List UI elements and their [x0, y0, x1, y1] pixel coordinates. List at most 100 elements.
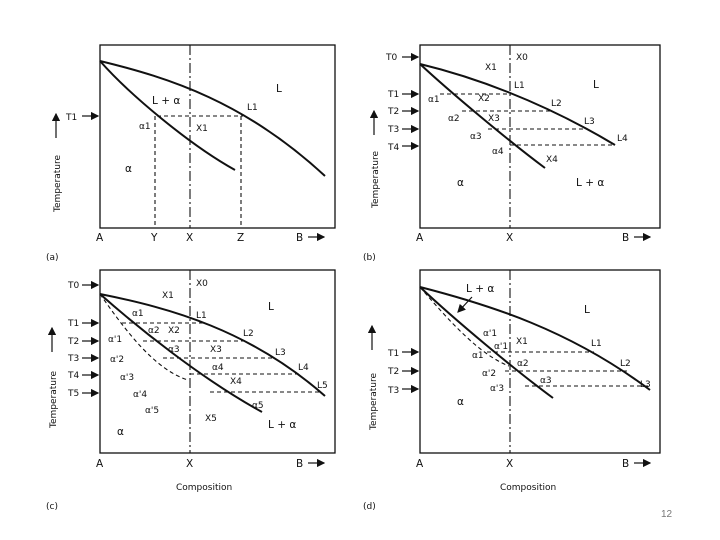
- panel-c-t5-label: T5: [67, 389, 79, 399]
- panel-a-two-phase-label: L + α: [152, 95, 180, 107]
- panel-d-alpha1p-label: α'1: [494, 342, 508, 352]
- panel-d-liquidus-curve: [419, 286, 651, 391]
- panel-c-b-label: B: [296, 458, 303, 470]
- panel-b-t3-label: T3: [387, 125, 399, 135]
- panel-d-temperature-axis-label: Temperature: [369, 373, 379, 431]
- panel-c-x5-label: X5: [205, 414, 217, 424]
- panel-d-alpha1p-top-label: α'1: [483, 329, 497, 339]
- panel-d-frame: [419, 269, 661, 454]
- panel-b-t1-label: T1: [387, 90, 399, 100]
- panel-b: L L + α α X0 X1 X2 X3 X4 α1 α2 α3 α4 L1 …: [363, 44, 661, 263]
- panel-b-alpha4-label: α4: [492, 147, 504, 157]
- panel-d: L + α L α X1 α1 α2 α3 α'1 α'1 α'2 α'3 L1…: [363, 269, 661, 512]
- panel-d-t3-label: T3: [387, 386, 399, 396]
- panel-c-composition-axis-label: Composition: [176, 483, 232, 493]
- panel-c-two-phase-label: L + α: [268, 419, 296, 431]
- panel-b-x0-label: X0: [516, 53, 528, 63]
- panel-a-alpha1-label: α1: [139, 122, 151, 132]
- panel-c-alpha4p-label: α'4: [133, 390, 147, 400]
- panel-d-tag: (d): [363, 502, 376, 512]
- panel-a-solid-label: α: [125, 163, 132, 175]
- panel-a-frame: [99, 44, 336, 229]
- panel-c-alpha5-label: α5: [252, 401, 264, 411]
- panel-b-l4-label: L4: [617, 134, 628, 144]
- panel-b-two-phase-label: L + α: [576, 177, 604, 189]
- panel-c-nonequilibrium-solidus: [99, 293, 189, 381]
- panel-d-liquid-label: L: [584, 304, 590, 316]
- panel-d-alpha2p-label: α'2: [482, 369, 496, 379]
- panel-c-x0-label: X0: [196, 279, 208, 289]
- panel-b-liquid-label: L: [593, 79, 599, 91]
- panel-b-tag: (b): [363, 253, 376, 263]
- panel-c-t2-label: T2: [67, 337, 79, 347]
- panel-b-l3-label: L3: [584, 117, 595, 127]
- panel-a-liquid-label: L: [276, 83, 282, 95]
- panel-c-solid-label: α: [117, 426, 124, 438]
- panel-d-b-label: B: [622, 458, 629, 470]
- panel-c-tag: (c): [46, 502, 58, 512]
- panel-b-alpha1-label: α1: [428, 95, 440, 105]
- panel-c-t4-label: T4: [67, 371, 79, 381]
- panel-c-t3-label: T3: [67, 354, 79, 364]
- panel-d-x-label: X: [506, 458, 513, 470]
- panel-d-alpha1-label: α1: [472, 351, 484, 361]
- panel-c-frame: [99, 269, 336, 454]
- panel-c-a-label: A: [96, 458, 104, 470]
- panel-b-x2-label: X2: [478, 94, 490, 104]
- panel-d-t1-label: T1: [387, 349, 399, 359]
- panel-c-x3-label: X3: [210, 345, 222, 355]
- panel-c-alpha4-label: α4: [212, 363, 224, 373]
- panel-c-t0-label: T0: [67, 281, 79, 291]
- panel-a-l1-label: L1: [247, 103, 258, 113]
- panel-d-nonequilibrium-solidus: [419, 286, 510, 367]
- panel-c-alpha2-label: α2: [148, 326, 160, 336]
- panel-c-x-label: X: [186, 458, 193, 470]
- panel-c-l4-label: L4: [298, 363, 309, 373]
- panel-d-a-label: A: [416, 458, 424, 470]
- panel-c-alpha1-label: α1: [132, 309, 144, 319]
- panel-a-t1-label: T1: [65, 113, 77, 123]
- panel-d-composition-axis-label: Composition: [500, 483, 556, 493]
- panel-c-l3-label: L3: [275, 348, 286, 358]
- panel-c-alpha2p-label: α'2: [110, 355, 124, 365]
- panel-c-l5-label: L5: [317, 381, 328, 391]
- panel-b-alpha3-label: α3: [470, 132, 482, 142]
- panel-d-solidus-curve: [419, 286, 554, 399]
- panel-a-z-label: Z: [237, 232, 244, 244]
- panel-c-liquid-label: L: [268, 301, 274, 313]
- panel-a-liquidus-curve: [99, 60, 326, 177]
- panel-c-x2-label: X2: [168, 326, 180, 336]
- panel-d-solid-label: α: [457, 396, 464, 408]
- panel-b-l1-label: L1: [514, 81, 525, 91]
- panel-d-t2-label: T2: [387, 367, 399, 377]
- panel-c-alpha1p-label: α'1: [108, 335, 122, 345]
- panel-c-temperature-axis-label: Temperature: [49, 371, 59, 429]
- panel-a-b-label: B: [296, 232, 303, 244]
- panel-c-alpha3p-label: α'3: [120, 373, 134, 383]
- panel-c-l1-label: L1: [196, 311, 207, 321]
- panel-a-x1-label: X1: [196, 124, 208, 134]
- panel-a-tag: (a): [46, 253, 59, 263]
- panel-b-temperature-axis-label: Temperature: [371, 151, 381, 209]
- panel-c-alpha3-label: α3: [168, 345, 180, 355]
- panel-d-alpha3-label: α3: [540, 376, 552, 386]
- panel-a-temperature-axis-label: Temperature: [53, 155, 63, 213]
- panel-b-l2-label: L2: [551, 99, 562, 109]
- panel-d-l3-label: L3: [640, 380, 651, 390]
- panel-c-x1-label: X1: [162, 291, 174, 301]
- panel-c: L L + α α X0 X1 X2 X3 X4 X5 α1 α2 α3 α4 …: [46, 269, 336, 512]
- panel-b-x4-label: X4: [546, 155, 558, 165]
- panel-d-alpha2-label: α2: [517, 359, 529, 369]
- panel-b-x1-label: X1: [485, 63, 497, 73]
- panel-c-l2-label: L2: [243, 329, 254, 339]
- panel-b-frame: [419, 44, 661, 229]
- panel-b-t4-label: T4: [387, 143, 399, 153]
- panel-b-solidus-curve: [419, 63, 546, 169]
- panel-d-two-phase-pointer: [457, 296, 473, 313]
- panel-a-y-label: Y: [150, 232, 158, 244]
- panel-d-x1-label: X1: [516, 337, 528, 347]
- panel-c-t1-label: T1: [67, 319, 79, 329]
- panel-b-alpha2-label: α2: [448, 114, 460, 124]
- panel-a-x-label: X: [186, 232, 193, 244]
